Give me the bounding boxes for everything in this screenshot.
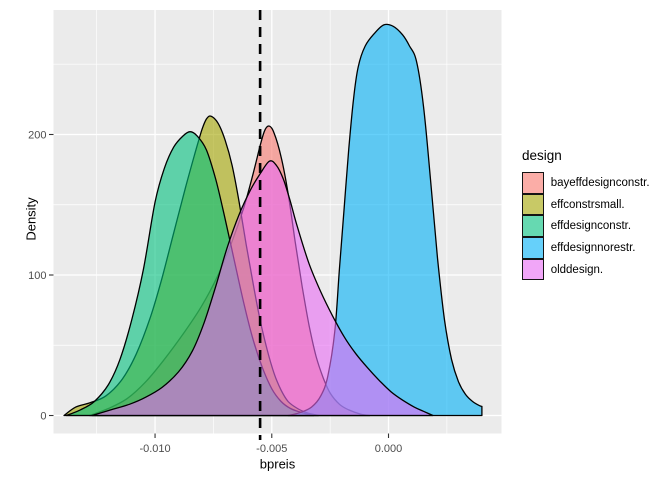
y-tick-label: 0 xyxy=(40,411,46,423)
density-curves xyxy=(63,23,483,417)
legend: design bayeffdesignconstr. effconstrsmall… xyxy=(516,148,668,281)
density-curve-olddesign xyxy=(91,160,434,417)
legend-item-label: effdesignconstr. xyxy=(550,220,632,233)
axis-tick-labels: -0.010 -0.005 0.000 0 100 200 xyxy=(28,129,402,455)
legend-item-label: olddesign. xyxy=(550,263,604,276)
legend-swatch-fill xyxy=(523,194,543,215)
legend-item: olddesign. xyxy=(522,258,668,281)
y-tick-label: 100 xyxy=(28,270,46,282)
axis-ticks xyxy=(49,133,390,438)
legend-item-label: effdesignnorestr. xyxy=(550,241,636,254)
x-tick-label: -0.005 xyxy=(256,443,287,455)
legend-swatch-icon xyxy=(522,258,544,281)
legend-item-label: effconstrsmall. xyxy=(550,198,625,211)
legend-swatch-fill xyxy=(523,216,543,237)
x-axis-title: bpreis xyxy=(259,456,296,471)
legend-items: bayeffdesignconstr. effconstrsmall. effdes… xyxy=(516,172,668,281)
legend-swatch-icon xyxy=(522,172,544,194)
y-tick-label: 200 xyxy=(28,129,46,141)
legend-swatch-icon xyxy=(522,215,544,238)
legend-swatch-fill xyxy=(523,259,543,280)
y-axis-title: Density xyxy=(23,197,39,241)
legend-item: effdesignconstr. xyxy=(522,215,668,238)
legend-swatch-fill xyxy=(523,238,543,258)
legend-title: design xyxy=(522,148,562,163)
legend-swatch-icon xyxy=(522,193,544,216)
legend-swatch-fill xyxy=(523,173,543,193)
x-tick-label: 0.000 xyxy=(375,443,403,455)
legend-item: bayeffdesignconstr. xyxy=(522,172,668,194)
x-tick-label: -0.010 xyxy=(139,443,170,455)
legend-item: effdesignnorestr. xyxy=(522,237,668,259)
legend-swatch-icon xyxy=(522,237,544,259)
legend-item-label: bayeffdesignconstr. xyxy=(550,176,650,189)
legend-item: effconstrsmall. xyxy=(522,193,668,216)
